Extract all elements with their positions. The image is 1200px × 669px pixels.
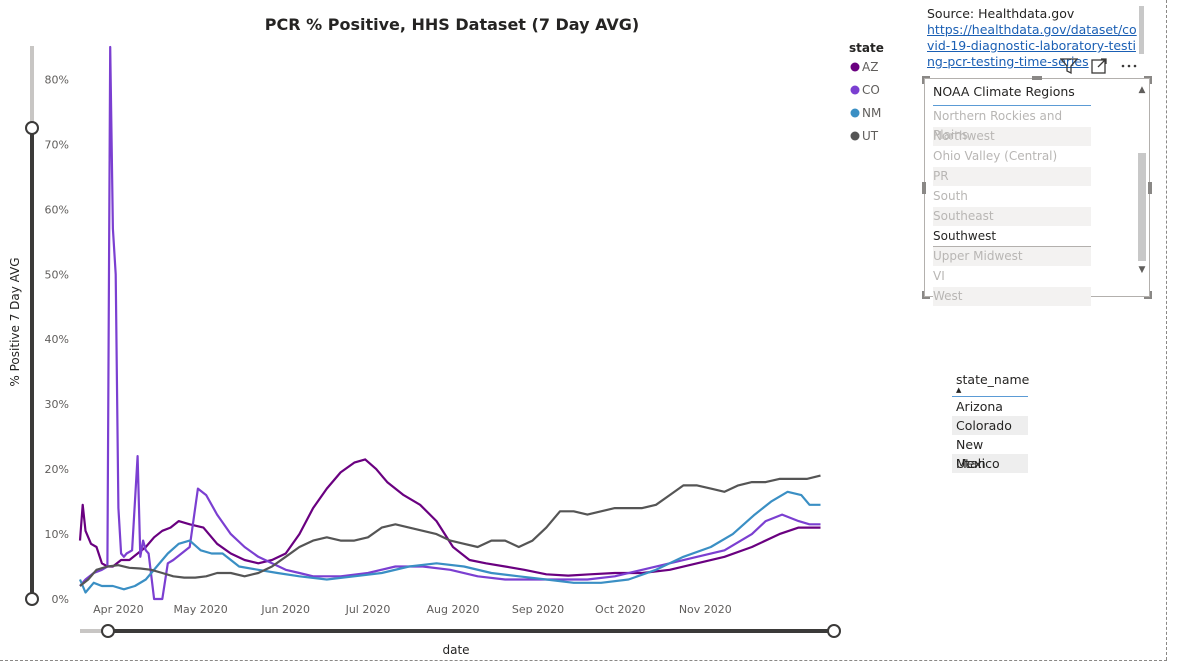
series-line-ut[interactable] [79,474,821,587]
y-zoom-handle-bottom[interactable] [25,592,39,606]
legend-marker-ut [850,131,860,141]
slicer-item[interactable]: PR [933,167,1091,187]
noaa-region-slicer: NOAA Climate Regions Northern Rockies an… [922,76,1152,307]
series-line-nm[interactable] [78,490,821,594]
slicer-title: NOAA Climate Regions [933,84,1091,106]
x-tick-label: Apr 2020 [93,603,144,616]
y-zoom-slider[interactable] [25,46,39,606]
resize-corner-br[interactable] [1144,291,1152,299]
y-tick-label: 50% [45,268,69,281]
sort-ascending-icon: ▲ [956,386,962,394]
filter-icon[interactable] [1060,57,1078,75]
column-header-label: state_name [956,372,1030,387]
x-tick-label: Oct 2020 [595,603,646,616]
x-tick-label: Nov 2020 [679,603,732,616]
source-link[interactable]: https://healthdata.gov/dataset/covid-19-… [927,22,1137,69]
x-axis-title: date [442,643,469,657]
resize-corner-bl[interactable] [922,291,930,299]
visual-header-toolbar [1060,56,1138,76]
slicer-item[interactable]: West [933,287,1091,307]
legend-marker-co [850,85,860,95]
y-axis-title: % Positive 7 Day AVG [8,257,22,386]
resize-handle-right[interactable] [1148,182,1152,194]
more-options-icon[interactable] [1120,57,1138,75]
y-tick-label: 10% [45,528,69,541]
legend-label-co[interactable]: CO [862,83,880,97]
resize-handle-left[interactable] [922,182,926,194]
y-tick-label: 0% [52,593,69,606]
slicer-item[interactable]: Southwest [933,227,1091,247]
source-textbox: Source: Healthdata.gov https://healthdat… [927,6,1142,70]
y-tick-label: 30% [45,398,69,411]
focus-mode-icon[interactable] [1090,57,1108,75]
source-scrollbar[interactable] [1139,6,1144,54]
table-row[interactable]: New Mexico [956,437,1000,471]
visual-border-right [1166,0,1167,660]
slicer-item[interactable]: Northern Rockies and Plains [933,107,1091,142]
slicer-item[interactable]: VI [933,267,1091,287]
slicer-list: Northern Rockies and PlainsNorthwestOhio… [933,107,1091,307]
x-zoom-handle-left[interactable] [101,624,115,638]
legend-marker-az [850,62,860,72]
y-tick-label: 80% [45,73,69,86]
chart-title: PCR % Positive, HHS Dataset (7 Day AVG) [265,15,639,34]
legend: state AZ CO NM UT [849,41,884,143]
slicer-item[interactable]: South [933,187,1091,207]
resize-corner-tl[interactable] [922,76,930,84]
slicer-item[interactable]: Northwest [933,127,1091,147]
table-header[interactable]: state_name ▲ [952,372,1030,397]
scroll-up-icon[interactable]: ▲ [1138,85,1146,95]
resize-corner-tr[interactable] [1144,76,1152,84]
source-label: Source: Healthdata.gov [927,6,1075,21]
x-tick-label: Aug 2020 [427,603,480,616]
slicer-item[interactable]: Southeast [933,207,1091,227]
y-tick-label: 70% [45,138,69,151]
legend-label-az[interactable]: AZ [862,60,878,74]
slicer-item[interactable]: Upper Midwest [933,247,1091,267]
resize-handle-top[interactable] [1032,76,1042,80]
x-tick-label: Jun 2020 [260,603,310,616]
x-zoom-slider[interactable] [80,624,841,638]
x-tick-label: May 2020 [174,603,228,616]
line-chart: PCR % Positive, HHS Dataset (7 Day AVG) … [8,15,884,657]
x-tick-label: Jul 2020 [345,603,391,616]
x-zoom-handle-right[interactable] [827,624,841,638]
visual-border-bottom [0,660,1167,661]
x-tick-label: Sep 2020 [512,603,564,616]
state-name-table: state_name ▲ Arizona Colorado New MexicoUt… [952,372,1030,473]
legend-label-nm[interactable]: NM [862,106,881,120]
legend-title: state [849,41,884,55]
legend-marker-nm [850,108,860,118]
scroll-thumb[interactable] [1138,153,1146,261]
y-tick-label: 20% [45,463,69,476]
y-tick-label: 40% [45,333,69,346]
y-tick-label: 60% [45,203,69,216]
series-line-co[interactable] [79,45,821,601]
legend-label-ut[interactable]: UT [862,129,879,143]
slicer-item[interactable]: Ohio Valley (Central) [933,147,1091,167]
table-row[interactable]: Utah [952,454,1028,473]
table-row[interactable]: Colorado [952,416,1028,435]
slicer-scrollbar[interactable]: ▲ ▼ [1137,85,1147,290]
table-row[interactable]: Arizona [956,399,1003,414]
y-zoom-handle-top[interactable] [25,121,39,135]
series-line-az[interactable] [78,458,821,577]
scroll-down-icon[interactable]: ▼ [1138,265,1146,275]
